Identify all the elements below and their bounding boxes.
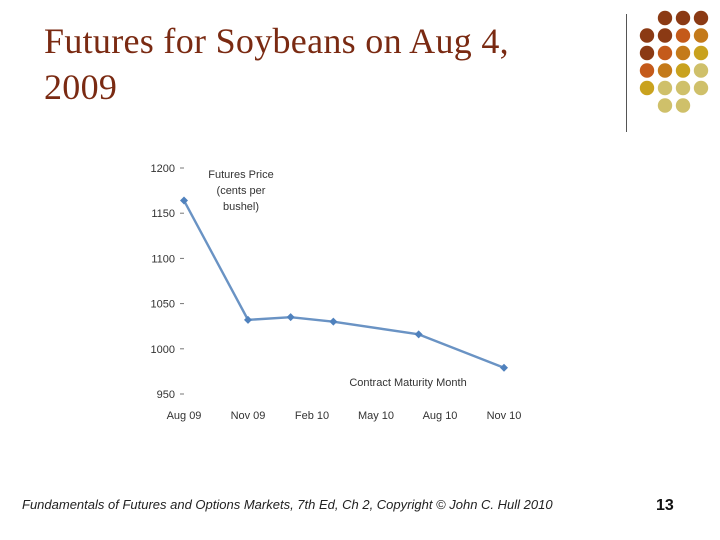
decorative-dot: [693, 10, 709, 26]
y-axis-label-line: (cents per: [217, 185, 266, 197]
y-axis-label-line: bushel): [223, 201, 259, 213]
data-point-marker: [244, 315, 252, 324]
x-tick-label: Feb 10: [295, 410, 329, 422]
decorative-dot: [639, 28, 655, 43]
footer-citation: Fundamentals of Futures and Options Mark…: [22, 497, 553, 512]
x-axis-label: Contract Maturity Month: [349, 377, 466, 389]
page-number: 13: [656, 497, 674, 514]
line-chart-svg: 1200 1150 1100 1050 1000 950 Aug 09 Nov 09 Feb 1…: [151, 163, 522, 422]
decorative-dot: [639, 63, 655, 78]
decorative-dot: [693, 80, 709, 96]
slide-title-line-1: Futures for Soybeans on Aug 4,: [44, 21, 509, 61]
decorative-dot: [657, 80, 673, 96]
decorative-dot: [657, 45, 673, 61]
decorative-dot: [639, 80, 655, 96]
y-tick-label: 1150: [151, 208, 175, 220]
title-divider: [626, 14, 627, 132]
slide-title: Futures for Soybeans on Aug 4, 2009: [44, 18, 604, 110]
y-tick-label: 1050: [151, 299, 175, 311]
data-point-marker: [414, 330, 423, 339]
y-tick-label: 950: [157, 389, 175, 401]
y-tick-label: 1000: [151, 344, 175, 356]
y-tick-label: 1200: [151, 163, 175, 175]
x-tick-label: Nov 09: [231, 410, 266, 422]
decorative-dot-grid: [639, 10, 709, 113]
decorative-dot: [675, 10, 691, 26]
slide-title-line-2: 2009: [44, 67, 118, 107]
decorative-dot: [675, 45, 691, 61]
x-tick-label: Aug 10: [423, 410, 458, 422]
decorative-dot: [657, 28, 673, 43]
data-point-marker: [286, 313, 295, 322]
data-point-marker: [500, 363, 508, 372]
y-axis-label-line: Futures Price: [208, 169, 273, 181]
decorative-dot: [657, 98, 673, 113]
x-tick-label: Aug 09: [167, 410, 202, 422]
chart: 1200 1150 1100 1050 1000 950 Aug 09 Nov 09 Feb 1…: [130, 150, 550, 430]
decorative-dot: [675, 28, 691, 43]
decorative-dot: [657, 10, 673, 26]
x-tick-label: Nov 10: [487, 410, 522, 422]
data-point-marker: [180, 196, 188, 205]
decorative-dot: [675, 80, 691, 96]
decorative-dot: [693, 63, 709, 78]
y-tick-label: 1100: [151, 253, 175, 265]
decorative-dot: [693, 45, 709, 61]
decorative-dot: [693, 28, 709, 43]
data-point-marker: [329, 317, 338, 326]
decorative-dot: [639, 45, 655, 61]
decorative-dot: [675, 98, 691, 113]
decorative-dot: [675, 63, 691, 78]
x-tick-label: May 10: [358, 410, 394, 422]
series-line: [182, 199, 505, 369]
decorative-dot: [657, 63, 673, 78]
